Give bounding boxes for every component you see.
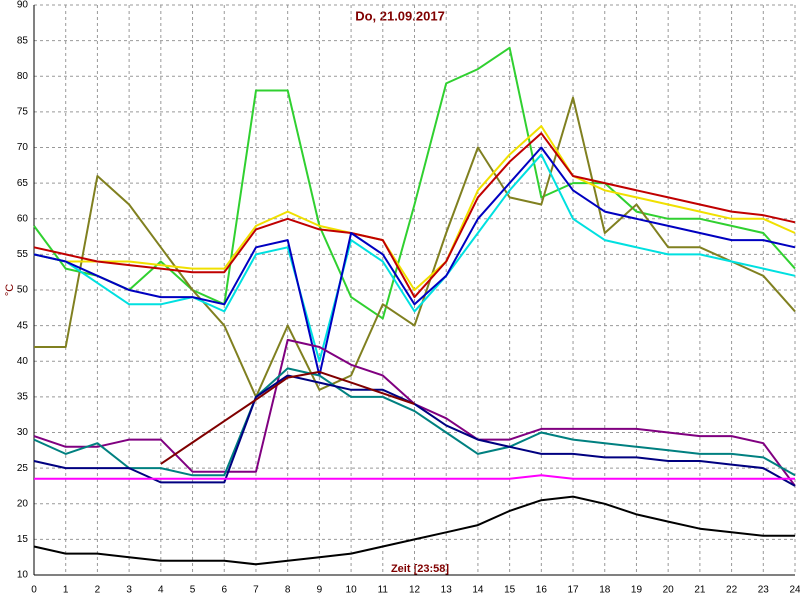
y-tick-label: 20 [17,498,29,509]
x-tick-label: 18 [599,585,611,596]
series-line [33,46,796,320]
x-tick-label: 16 [536,585,548,596]
y-tick-label: 30 [17,427,29,438]
x-tick-label: 8 [285,585,291,596]
series-line [33,146,796,377]
series-line [33,132,796,299]
chart-title: Do, 21.09.2017 [355,8,445,23]
x-tick-label: 15 [504,585,516,596]
series-line [34,474,795,480]
y-tick-label: 15 [17,534,29,545]
series-line [160,370,415,465]
y-tick-label: 70 [17,142,29,153]
series-line [33,125,796,291]
x-tick-label: 5 [190,585,196,596]
y-tick-label: 10 [17,570,29,581]
y-tick-label: 55 [17,249,29,260]
x-tick-label: 19 [631,585,643,596]
x-tick-label: 1 [63,585,69,596]
x-tick-label: 10 [346,585,358,596]
x-tick-label: 11 [378,585,389,596]
x-tick-label: 21 [694,585,706,596]
x-tick-label: 23 [758,585,770,596]
x-tick-label: 3 [126,585,132,596]
x-tick-label: 12 [409,585,421,596]
x-tick-label: 14 [472,585,484,596]
x-tick-label: 13 [441,585,453,596]
x-tick-label: 6 [221,585,227,596]
y-tick-label: 50 [17,285,29,296]
y-tick-label: 90 [17,0,29,11]
y-tick-label: 80 [17,71,29,82]
series-line [33,367,796,477]
y-axis-label: °C [4,284,16,296]
x-tick-label: 24 [789,585,800,596]
y-tick-label: 65 [17,178,29,189]
y-tick-label: 25 [17,463,29,474]
x-tick-label: 17 [567,585,579,596]
x-tick-label: 0 [31,585,37,596]
series-line [34,96,796,398]
x-tick-label: 20 [663,585,675,596]
x-tick-label: 2 [95,585,101,596]
y-tick-label: 45 [17,320,29,331]
series-line [33,153,796,363]
x-tick-label: 7 [253,585,259,596]
x-tick-label: 22 [726,585,738,596]
x-tick-label: 4 [158,585,164,596]
series-line [33,495,795,566]
y-tick-label: 40 [17,356,29,367]
y-tick-label: 85 [17,35,29,46]
y-tick-label: 60 [17,213,29,224]
y-tick-label: 75 [17,107,29,118]
x-axis-label: Zeit [23:58] [391,563,449,575]
x-tick-label: 9 [317,585,323,596]
y-tick-label: 35 [17,392,29,403]
